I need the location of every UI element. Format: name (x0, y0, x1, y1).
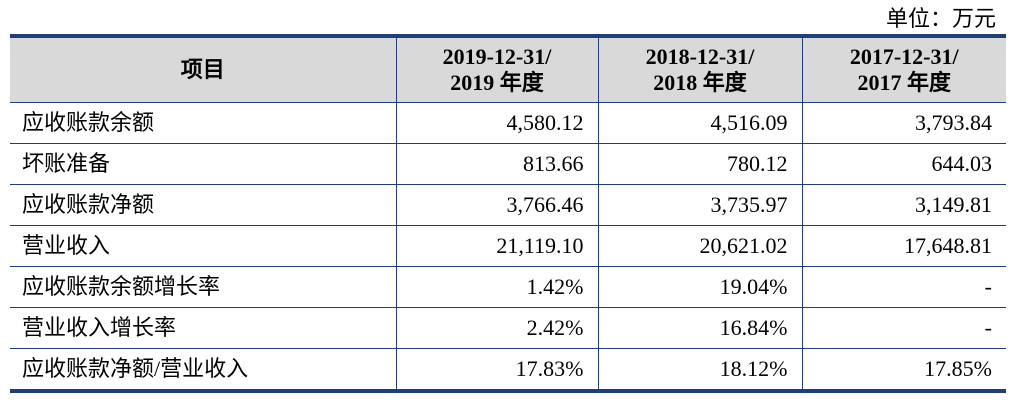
cell-value: 780.12 (598, 143, 803, 185)
unit-label: 单位：万元 (885, 6, 996, 31)
cell-value: 16.84% (598, 307, 803, 349)
cell-value: 3,793.84 (802, 102, 1006, 144)
row-label: 营业收入 (10, 225, 397, 267)
cell-value: 21,119.10 (396, 225, 599, 267)
cell-value: 19.04% (598, 266, 803, 308)
cell-value: 4,516.09 (598, 102, 803, 144)
row-label: 应收账款净额 (10, 184, 397, 226)
cell-value: 3,766.46 (396, 184, 599, 226)
table-row: 应收账款余额增长率 1.42% 19.04% - (10, 266, 1006, 308)
cell-value: - (802, 266, 1006, 308)
cell-value: 17.83% (396, 348, 599, 389)
cell-value: - (802, 307, 1006, 349)
cell-value: 3,735.97 (598, 184, 803, 226)
row-label: 营业收入增长率 (10, 307, 397, 349)
cell-value: 18.12% (598, 348, 803, 389)
table-row: 应收账款余额 4,580.12 4,516.09 3,793.84 (10, 102, 1006, 144)
table-row: 应收账款净额/营业收入 17.83% 18.12% 17.85% (10, 348, 1006, 389)
table-row: 营业收入增长率 2.42% 16.84% - (10, 307, 1006, 349)
row-label: 坏账准备 (10, 143, 397, 185)
cell-value: 17,648.81 (802, 225, 1006, 267)
header-period-line1: 2017-12-31/ (849, 44, 959, 69)
header-period-line1: 2018-12-31/ (645, 44, 755, 69)
table-row: 应收账款净额 3,766.46 3,735.97 3,149.81 (10, 184, 1006, 226)
header-period-2017: 2017-12-31/ 2017 年度 (802, 38, 1006, 103)
row-label: 应收账款净额/营业收入 (10, 348, 397, 389)
header-item: 项目 (10, 38, 397, 103)
cell-value: 1.42% (396, 266, 599, 308)
row-label: 应收账款余额增长率 (10, 266, 397, 308)
table-row: 坏账准备 813.66 780.12 644.03 (10, 143, 1006, 185)
table-row: 营业收入 21,119.10 20,621.02 17,648.81 (10, 225, 1006, 267)
cell-value: 2.42% (396, 307, 599, 349)
header-period-2018: 2018-12-31/ 2018 年度 (598, 38, 803, 103)
cell-value: 20,621.02 (598, 225, 803, 267)
cell-value: 3,149.81 (802, 184, 1006, 226)
cell-value: 17.85% (924, 356, 992, 381)
table-header-row: 项目 2019-12-31/ 2019 年度 2018-12-31/ 2018 … (10, 38, 1006, 103)
header-period-line2: 2018 年度 (653, 70, 747, 95)
cell-value: 4,580.12 (396, 102, 599, 144)
row-label: 应收账款余额 (10, 102, 397, 144)
header-period-2019: 2019-12-31/ 2019 年度 (396, 38, 599, 103)
header-period-line2: 2017 年度 (857, 70, 951, 95)
cell-value: 644.03 (802, 143, 1006, 185)
header-period-line1: 2019-12-31/ (442, 44, 552, 69)
cell-value: 813.66 (396, 143, 599, 185)
receivables-table: 项目 2019-12-31/ 2019 年度 2018-12-31/ 2018 … (10, 34, 1006, 393)
header-period-line2: 2019 年度 (450, 70, 544, 95)
